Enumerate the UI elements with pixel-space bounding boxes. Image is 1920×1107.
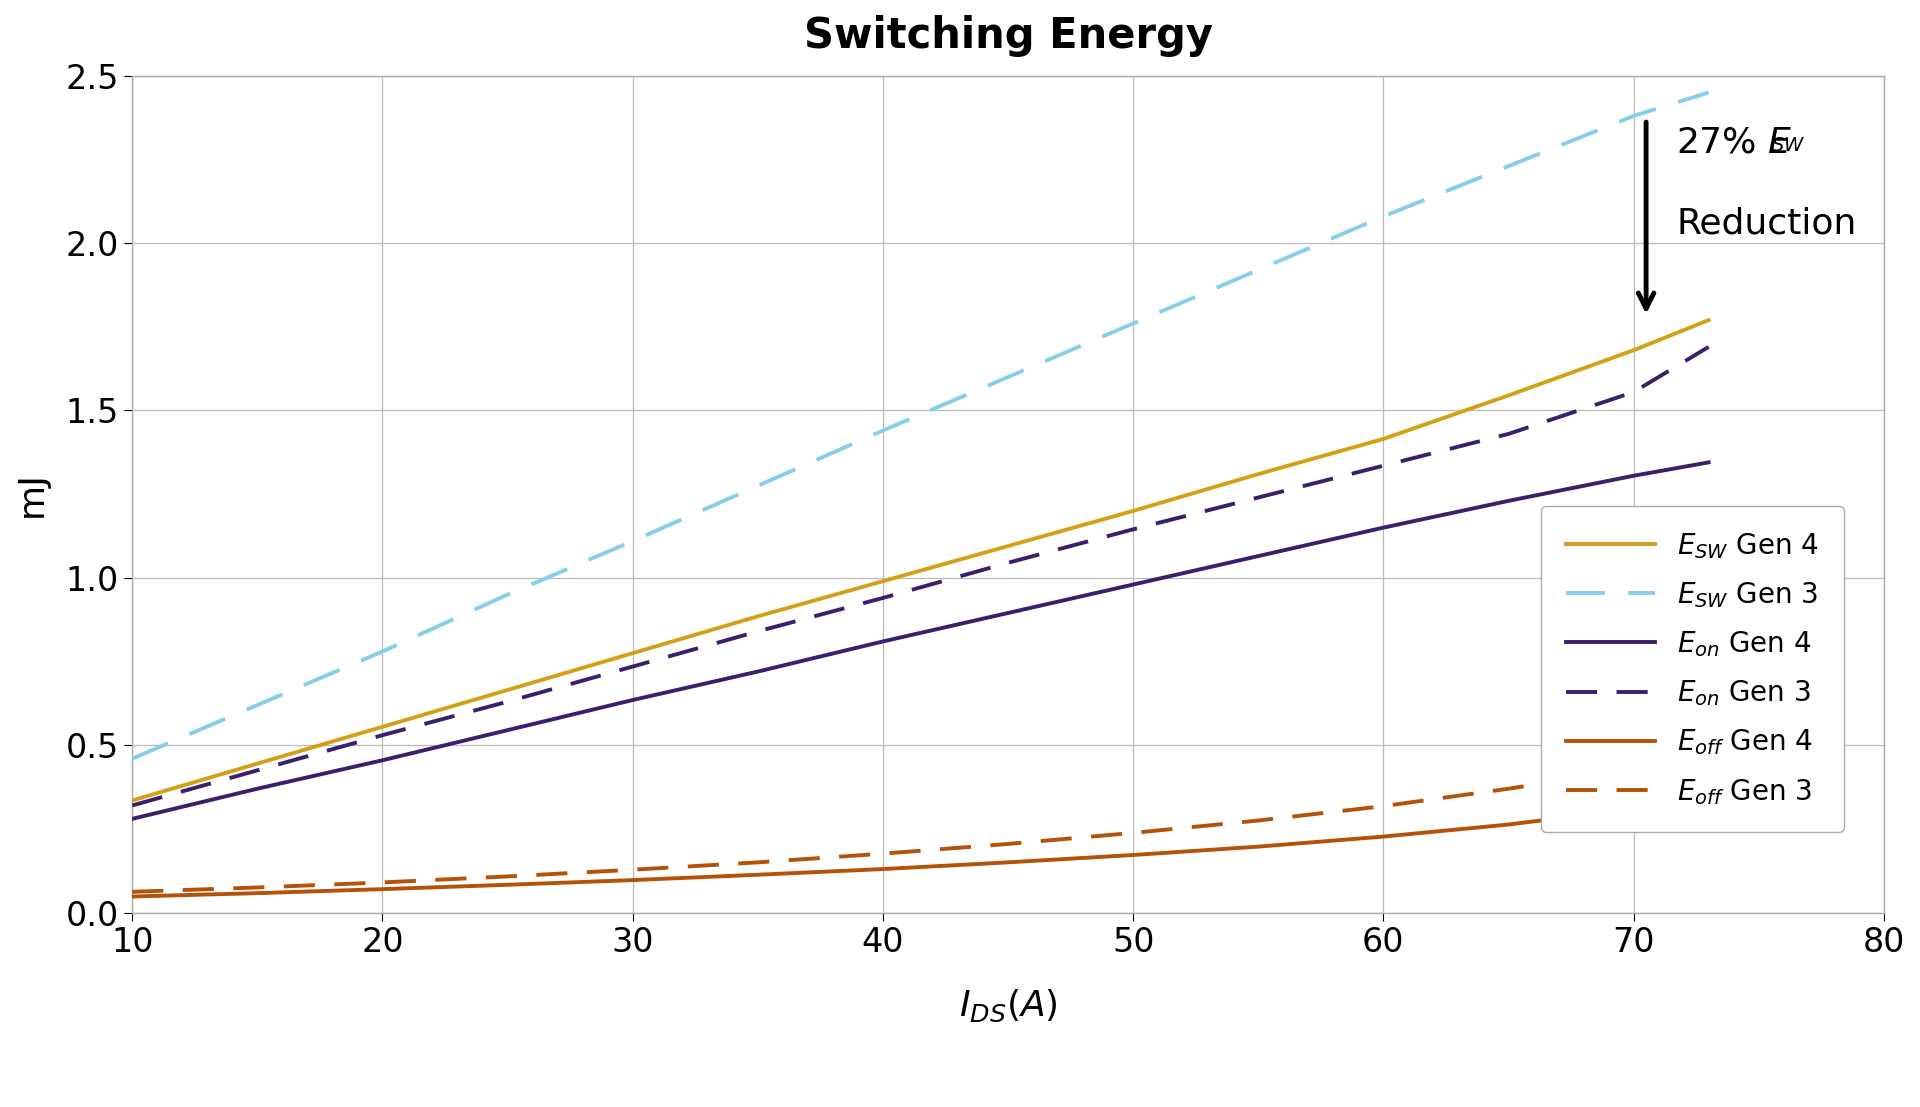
Text: Reduction: Reduction [1676, 206, 1857, 240]
Y-axis label: mJ: mJ [15, 472, 50, 517]
Title: Switching Energy: Switching Energy [804, 15, 1213, 56]
Text: 27% $E$: 27% $E$ [1676, 126, 1793, 161]
Legend: $E_{SW}$ Gen 4, $E_{SW}$ Gen 3, $E_{on}$ Gen 4, $E_{on}$ Gen 3, $E_{off}$ Gen 4,: $E_{SW}$ Gen 4, $E_{SW}$ Gen 3, $E_{on}$… [1540, 506, 1843, 831]
Text: $I_{DS}(A)$: $I_{DS}(A)$ [958, 987, 1058, 1024]
Text: $_{SW}$: $_{SW}$ [1772, 126, 1805, 154]
